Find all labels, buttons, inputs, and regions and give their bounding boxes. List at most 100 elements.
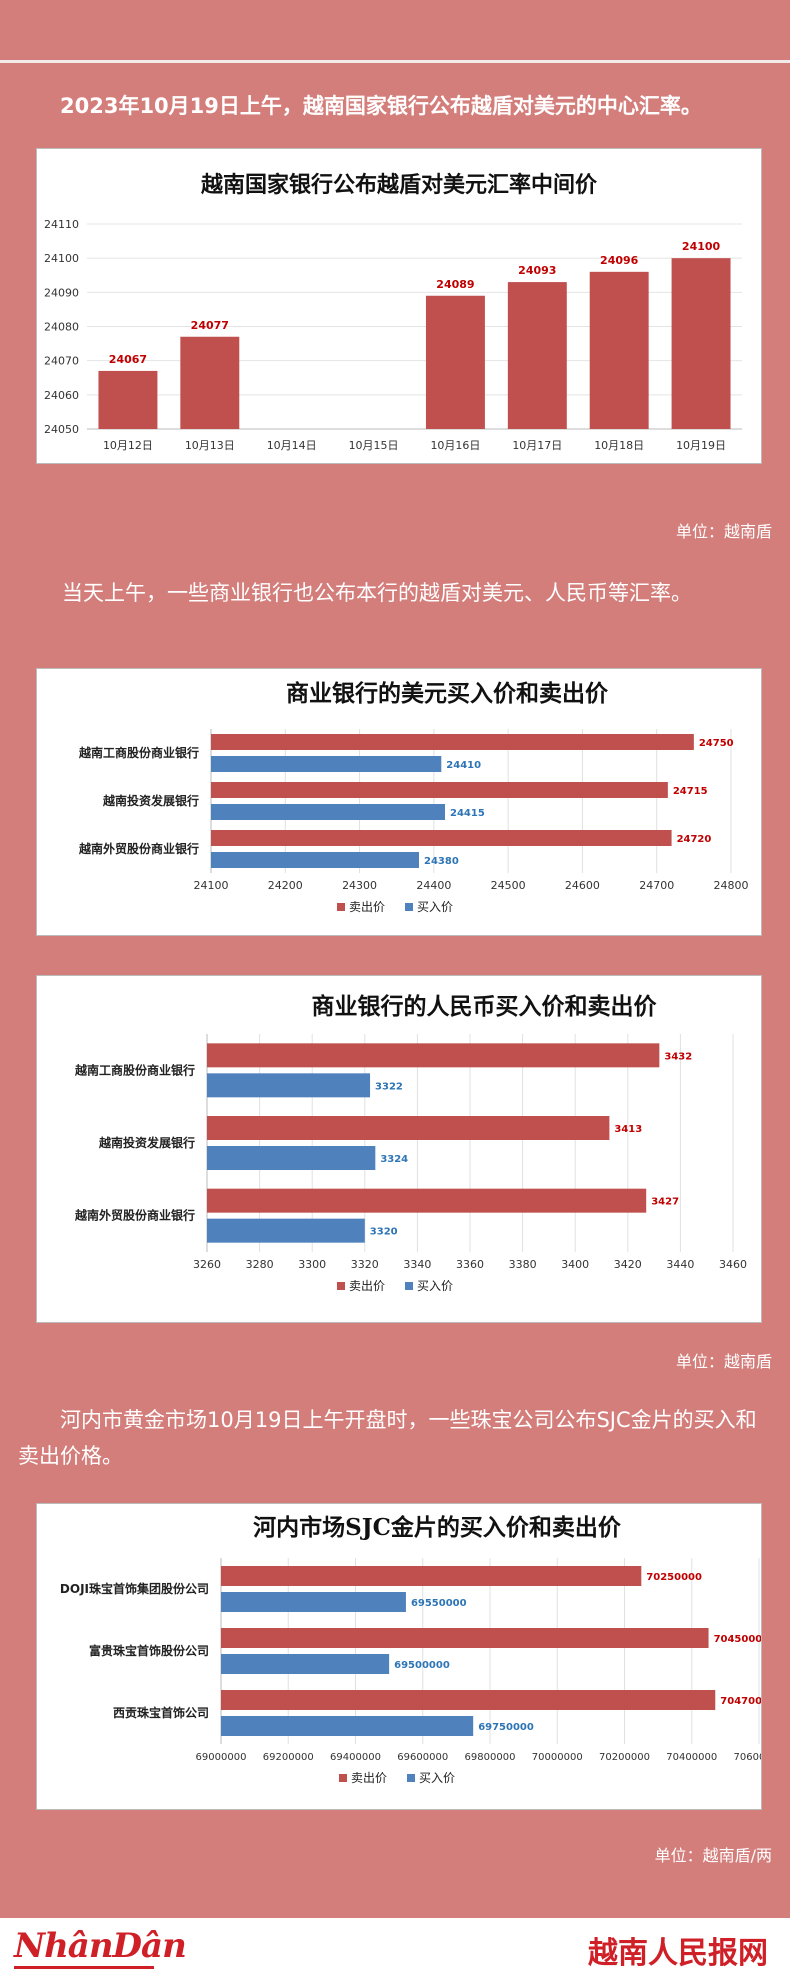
legend-swatch-sell xyxy=(337,1282,345,1290)
data-label: 24067 xyxy=(109,353,147,366)
sell-value-label: 24750 xyxy=(699,738,734,749)
x-tick-label: 24800 xyxy=(714,879,749,892)
buy-bar xyxy=(221,1716,474,1736)
data-label: 24096 xyxy=(600,254,639,267)
legend-label-buy: 买入价 xyxy=(419,1771,455,1785)
buy-bar xyxy=(221,1592,406,1612)
y-tick-label: 24110 xyxy=(44,218,79,231)
sell-value-label: 3413 xyxy=(614,1124,642,1135)
top-divider xyxy=(0,60,790,63)
legend-label-sell: 卖出价 xyxy=(349,1279,385,1293)
sell-value-label: 3432 xyxy=(664,1051,692,1062)
chart-card-4: 河内市场SJC金片的买入价和卖出价 69000000 69200000 6940000… xyxy=(36,1503,762,1810)
gold-price-chart: 河内市场SJC金片的买入价和卖出价 69000000 69200000 6940000… xyxy=(60,1514,761,1785)
y-tick-label: 24090 xyxy=(44,286,79,299)
buy-bar xyxy=(211,852,419,868)
data-label: 24093 xyxy=(518,264,556,277)
buy-value-label: 69500000 xyxy=(394,1660,450,1671)
x-tick-label: 3300 xyxy=(298,1258,326,1271)
buy-bar xyxy=(207,1218,365,1243)
buy-value-label: 3324 xyxy=(380,1154,408,1165)
x-tick-label: 3360 xyxy=(456,1258,484,1271)
nhandan-logo[interactable]: NhânDân xyxy=(14,1926,187,1966)
y-tick-label: 24080 xyxy=(44,321,79,334)
bar xyxy=(180,336,240,429)
legend-swatch-buy xyxy=(405,1282,413,1290)
x-tick-label: 70000000 xyxy=(532,1752,583,1763)
data-label: 24100 xyxy=(682,240,721,253)
usd-bank-chart: 商业银行的美元买入价和卖出价 24100 24200 24300 24400 24500 2… xyxy=(78,680,749,914)
chart-card-1: 越南国家银行公布越盾对美元汇率中间价 24050 24060 24070 24080 24… xyxy=(36,148,762,464)
sell-bar xyxy=(221,1628,709,1648)
legend-label-sell: 卖出价 xyxy=(349,900,385,914)
buy-value-label: 69550000 xyxy=(411,1598,467,1609)
x-tick-label: 10月14日 xyxy=(267,439,317,452)
footer-bar: NhânDân 越南人民报网 xyxy=(0,1918,790,1975)
y-tick-label: 24060 xyxy=(44,389,79,402)
x-tick-label: 70600000 xyxy=(734,1752,761,1763)
x-tick-label: 10月13日 xyxy=(185,439,235,452)
x-tick-label: 24200 xyxy=(268,879,303,892)
sell-bar xyxy=(211,734,694,750)
bar xyxy=(425,295,485,429)
buy-value-label: 3322 xyxy=(375,1081,403,1092)
x-tick-label: 24500 xyxy=(491,879,526,892)
buy-value-label: 3320 xyxy=(370,1227,398,1238)
x-tick-label: 3400 xyxy=(561,1258,589,1271)
sell-value-label: 70470000 xyxy=(720,1696,761,1707)
unit-label-2: 单位：越南盾 xyxy=(675,1352,772,1371)
x-tick-label: 3420 xyxy=(614,1258,642,1271)
buy-value-label: 24415 xyxy=(450,808,485,819)
second-paragraph: 当天上午，一些商业银行也公布本行的越盾对美元、人民币等汇率。 xyxy=(62,581,692,605)
chart-card-3: 商业银行的人民币买入价和卖出价 3260 3280 3300 3320 3340 3360 3… xyxy=(36,975,762,1323)
x-tick-label: 3440 xyxy=(666,1258,694,1271)
x-tick-label: 70200000 xyxy=(599,1752,650,1763)
category-label: 富贵珠宝首饰股份公司 xyxy=(89,1643,209,1658)
buy-bar xyxy=(221,1654,390,1674)
sell-value-label: 3427 xyxy=(651,1197,679,1208)
x-tick-label: 69000000 xyxy=(196,1752,247,1763)
cny-bank-chart: 商业银行的人民币买入价和卖出价 3260 3280 3300 3320 3340 3360 3… xyxy=(74,993,747,1293)
x-tick-label: 3280 xyxy=(246,1258,274,1271)
legend-swatch-sell xyxy=(337,903,345,911)
data-label: 24089 xyxy=(436,278,474,291)
sell-bar xyxy=(207,1043,660,1068)
legend-swatch-buy xyxy=(405,903,413,911)
x-tick-label: 24400 xyxy=(416,879,451,892)
sell-bar xyxy=(207,1116,610,1140)
x-tick-label: 24300 xyxy=(342,879,377,892)
category-label: 越南外贸股份商业银行 xyxy=(78,841,199,856)
x-tick-label: 69800000 xyxy=(465,1752,516,1763)
x-tick-label: 10月12日 xyxy=(103,439,153,452)
bar xyxy=(671,258,731,429)
intro-paragraph: 2023年10月19日上午，越南国家银行公布越盾对美元的中心汇率。 xyxy=(60,94,702,118)
sell-bar xyxy=(221,1566,642,1586)
x-tick-label: 3340 xyxy=(403,1258,431,1271)
category-label: 越南投资发展银行 xyxy=(98,1135,195,1150)
logo-underline xyxy=(14,1966,154,1969)
sell-bar xyxy=(207,1188,647,1213)
buy-bar xyxy=(207,1073,371,1098)
legend-swatch-buy xyxy=(407,1774,415,1782)
category-label: 越南工商股份商业银行 xyxy=(78,745,199,760)
x-tick-label: 10月18日 xyxy=(594,439,644,452)
legend-label-buy: 买入价 xyxy=(417,900,453,914)
y-tick-label: 24100 xyxy=(44,252,79,265)
x-tick-label: 10月15日 xyxy=(349,439,399,452)
chart-title: 商业银行的人民币买入价和卖出价 xyxy=(312,993,658,1020)
x-tick-label: 3320 xyxy=(351,1258,379,1271)
data-label: 24077 xyxy=(191,319,229,332)
x-tick-label: 69200000 xyxy=(263,1752,314,1763)
sell-bar xyxy=(221,1690,716,1710)
sell-bar xyxy=(211,830,672,846)
x-tick-label: 3380 xyxy=(509,1258,537,1271)
x-tick-label: 24100 xyxy=(194,879,229,892)
x-tick-label: 24700 xyxy=(639,879,674,892)
x-tick-label: 69400000 xyxy=(330,1752,381,1763)
category-label: 越南投资发展银行 xyxy=(102,793,199,808)
chart-title: 河内市场SJC金片的买入价和卖出价 xyxy=(253,1514,622,1541)
central-rate-chart: 越南国家银行公布越盾对美元汇率中间价 24050 24060 24070 24080 24… xyxy=(44,172,742,452)
site-name[interactable]: 越南人民报网 xyxy=(588,1936,768,1971)
category-label: 西贡珠宝首饰公司 xyxy=(113,1705,209,1720)
x-tick-label: 10月16日 xyxy=(430,439,480,452)
